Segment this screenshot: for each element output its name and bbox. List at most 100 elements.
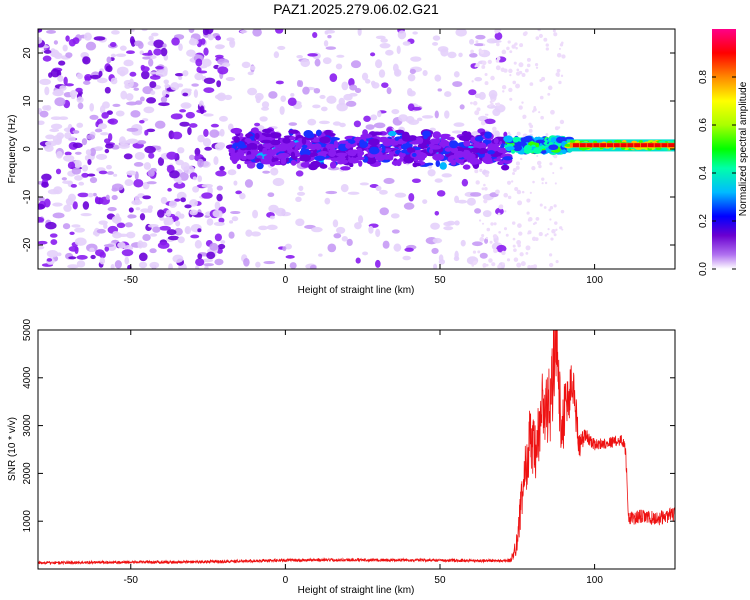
spectrogram-cell [509, 97, 513, 101]
spectrogram-cell [387, 138, 392, 144]
spectrogram-cell [193, 89, 199, 98]
spectrogram-cell [555, 72, 560, 77]
spectrogram-cell [318, 253, 323, 257]
spectrogram-cell [231, 216, 239, 222]
spectrogram-cell [263, 154, 273, 161]
spectrogram-cell [332, 219, 339, 228]
spectrogram-cell [245, 229, 253, 237]
spectrogram-cell [444, 147, 452, 152]
spectrogram-cell [252, 29, 262, 37]
spectrogram-cell [216, 247, 223, 254]
spectrogram-xlabel: Height of straight line (km) [298, 285, 415, 296]
spectrogram-cell [147, 169, 155, 177]
spectrogram-cell [495, 207, 504, 215]
spectrogram-cell [69, 90, 78, 98]
spectrogram-cell [247, 142, 257, 148]
spectrogram-cell [548, 253, 553, 257]
spectrogram-cell [203, 77, 216, 84]
spectrogram-xtick-label: 100 [586, 275, 603, 286]
spectrogram-cell [464, 152, 476, 160]
spectrogram-cell [230, 210, 241, 215]
spectrogram-cell [122, 140, 133, 144]
spectrogram-cell [144, 129, 149, 136]
spectrogram-cell [218, 217, 225, 224]
spectrogram-cell [216, 185, 223, 191]
spectrogram-cell [277, 45, 286, 51]
spectrogram-cell [227, 169, 237, 176]
spectrogram-cell [496, 42, 500, 47]
spectrogram-cell [135, 100, 143, 105]
spectrogram-cell [154, 120, 166, 129]
spectrogram-cell [167, 235, 180, 241]
spectrogram-cell [215, 170, 227, 177]
spectrogram-cell [493, 222, 497, 226]
signal-peak [640, 143, 647, 148]
spectrogram-cell [155, 70, 168, 78]
spectrogram-cell [149, 75, 161, 80]
spectrogram-cell [481, 65, 486, 69]
spectrogram-cell [323, 40, 329, 47]
spectrogram-cell [434, 110, 439, 119]
spectrogram-cell [444, 110, 450, 119]
spectrogram-cell [55, 168, 62, 175]
spectrogram-cell [187, 126, 192, 136]
spectrogram-cell [489, 105, 492, 108]
spectrogram-cell [109, 42, 117, 48]
spectrogram-cell [52, 212, 65, 219]
spectrogram-cell [215, 44, 225, 49]
spectrogram-cell [96, 77, 108, 84]
spectrogram-cell [490, 75, 495, 81]
spectrogram-cell [288, 129, 299, 134]
spectrogram-cell [495, 65, 501, 71]
spectrogram-cell [432, 153, 445, 161]
spectrogram-cell [114, 260, 122, 269]
spectrogram-cell [490, 102, 494, 106]
spectrogram-cell [129, 78, 134, 88]
spectrogram-cell [554, 182, 557, 185]
spectrogram-cell [288, 122, 298, 126]
spectrogram-cell [74, 175, 83, 181]
spectrogram-cell [525, 245, 531, 251]
spectrogram-cell [119, 45, 127, 51]
spectrogram-cell [474, 110, 480, 116]
spectrogram-cell [76, 73, 83, 80]
spectrogram-cell [309, 264, 317, 269]
spectrogram-cell [177, 236, 185, 244]
spectrogram-cell [89, 176, 98, 184]
spectrogram-cell [359, 182, 370, 186]
spectrogram-cell [491, 262, 496, 267]
spectrogram-cell [338, 140, 349, 144]
spectrogram-cell [241, 61, 251, 69]
spectrogram-cell [521, 101, 524, 104]
spectrogram-cell [128, 207, 134, 213]
signal-peak [634, 143, 641, 148]
spectrogram-cell [38, 245, 45, 250]
snr-ytick-label: 4000 [22, 366, 33, 389]
spectrogram-cell [168, 200, 178, 208]
spectrogram-cell [115, 110, 125, 117]
spectrogram-panel: -50 0 50 100 -20 -10 0 10 20 Height of straight … [7, 28, 676, 296]
spectrogram-cell [297, 141, 303, 150]
spectrogram-cell [219, 115, 228, 122]
spectrogram-cell [113, 173, 118, 177]
spectrogram-cell [535, 141, 540, 149]
spectrogram-cell [402, 41, 411, 46]
spectrogram-cell [516, 68, 520, 72]
spectrogram-cell [262, 170, 271, 174]
spectrogram-cell [89, 103, 95, 112]
spectrogram-cell [556, 52, 562, 58]
spectrogram-cell [194, 72, 204, 81]
spectrogram-ytick-label: 20 [22, 47, 33, 59]
spectrogram-cell [478, 91, 486, 100]
spectrogram-cell [241, 155, 247, 161]
spectrogram-cell [231, 156, 238, 164]
spectrogram-cell [475, 34, 486, 40]
spectrogram-cell [481, 234, 485, 238]
spectrogram-cell [95, 153, 108, 160]
spectrogram-cell [638, 140, 643, 144]
spectrogram-cell [107, 206, 117, 212]
spectrogram-cell [213, 221, 225, 226]
spectrogram-cell [38, 29, 43, 33]
spectrogram-cell [453, 150, 465, 158]
spectrogram-cell [534, 221, 537, 225]
